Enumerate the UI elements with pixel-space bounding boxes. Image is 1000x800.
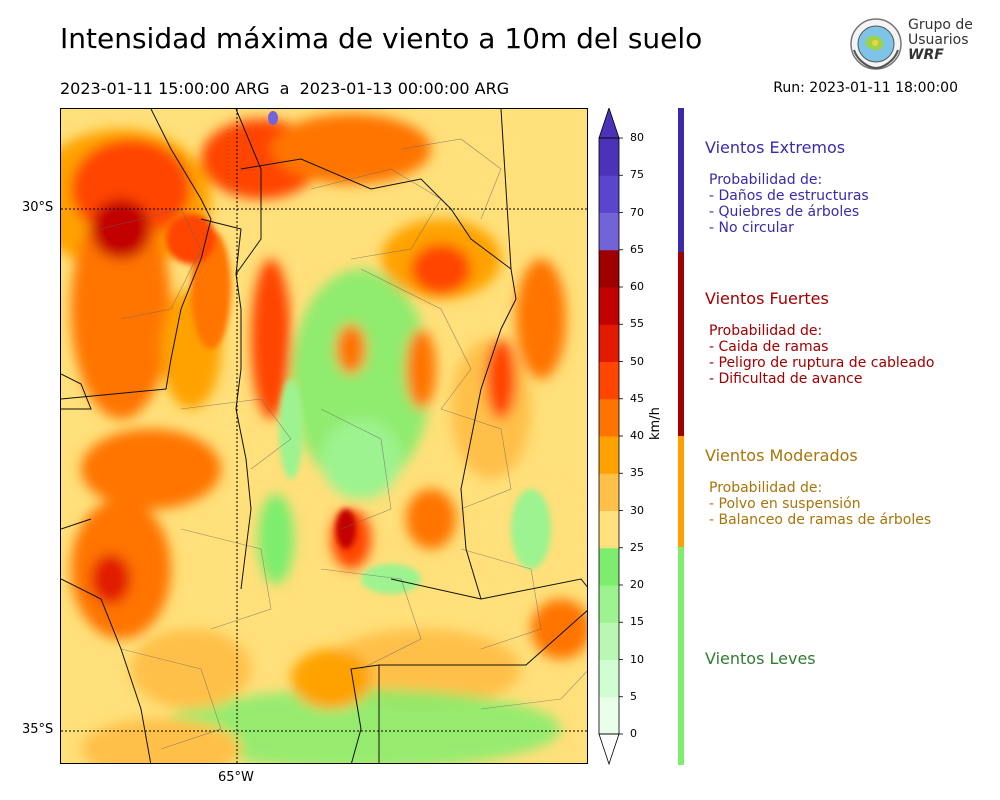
category-bar-extreme: [678, 108, 684, 252]
logo-line-3: WRF: [908, 47, 944, 63]
colorbar-tick-label: 70: [630, 205, 644, 219]
colorbar-segment: [599, 324, 619, 362]
wind-contours: [61, 114, 587, 763]
colorbar-tick-label: 10: [630, 652, 644, 666]
wind-colorbar: [598, 108, 623, 766]
latitude-label-35s: 35°S: [22, 722, 54, 737]
category-bar-moderate: [678, 436, 684, 547]
category-title-strong: Vientos Fuertes: [705, 289, 829, 308]
map-title: Intensidad máxima de viento a 10m del su…: [60, 22, 703, 55]
colorbar-tick-label: 55: [630, 317, 644, 331]
colorbar-segment: [599, 287, 619, 325]
run-time: Run: 2023-01-11 18:00:00: [773, 80, 958, 96]
colorbar-segment: [599, 361, 619, 400]
longitude-label-65w: 65°W: [218, 770, 254, 785]
colorbar-segment: [599, 398, 619, 437]
colorbar-segment: [599, 249, 619, 288]
category-desc-strong: Probabilidad de: - Caida de ramas - Peli…: [709, 323, 935, 387]
wind-field-layer: [61, 109, 587, 763]
colorbar-segment: [599, 436, 619, 474]
globe-emblem-icon: [850, 18, 902, 70]
latitude-label-30s: 30°S: [22, 200, 54, 215]
colorbar-tick-label: 5: [630, 689, 637, 703]
colorbar-segment: [599, 696, 619, 735]
graticule: [61, 109, 587, 763]
colorbar-segment: [599, 659, 619, 698]
colorbar-tick-label: 30: [630, 503, 644, 517]
category-title-light: Vientos Leves: [705, 649, 816, 668]
colorbar-segment: [599, 138, 619, 176]
colorbar-tick-label: 50: [630, 354, 644, 368]
colorbar-tick-label: 0: [630, 727, 637, 740]
colorbar-tick-label: 35: [630, 466, 644, 480]
province-boundaries: [61, 109, 587, 763]
colorbar-segment: [599, 622, 619, 660]
category-bar-strong: [678, 252, 684, 436]
category-desc-extreme: Probabilidad de: - Daños de estructuras …: [709, 172, 869, 236]
colorbar-tick-label: 75: [630, 168, 644, 182]
category-title-extreme: Vientos Extremos: [705, 138, 846, 157]
colorbar-segment: [599, 212, 619, 251]
colorbar-min-arrow: [598, 733, 620, 766]
colorbar-segment: [599, 547, 619, 586]
colorbar-tick-label: 40: [630, 429, 644, 442]
extreme-wind-spot: [268, 111, 278, 125]
category-bar-light: [678, 547, 684, 765]
wrf-users-logo: Grupo de Usuarios WRF: [848, 16, 978, 76]
logo-line-1: Grupo de: [908, 17, 973, 33]
category-desc-moderate: Probabilidad de: - Polvo en suspensión -…: [709, 480, 932, 528]
colorbar-segment: [599, 510, 619, 549]
colorbar-tick-label: 45: [630, 391, 644, 405]
category-title-moderate: Vientos Moderados: [705, 446, 858, 465]
colorbar-tick-label: 60: [630, 280, 644, 293]
colorbar-tick-label: 20: [630, 578, 644, 591]
colorbar-tick-label: 25: [630, 540, 644, 554]
colorbar-segment: [599, 473, 619, 511]
colorbar-max-arrow: [598, 108, 620, 139]
colorbar-tick-label: 65: [630, 242, 644, 256]
colorbar-segment: [599, 585, 619, 623]
colorbar-segment: [599, 175, 619, 213]
colorbar-tick-label: 80: [630, 131, 644, 144]
wind-map: [60, 108, 588, 764]
colorbar-tick-label: 15: [630, 615, 644, 629]
logo-line-2: Usuarios: [908, 32, 969, 48]
forecast-period: 2023-01-11 15:00:00 ARG a 2023-01-13 00:…: [60, 79, 510, 98]
colorbar-units: km/h: [648, 407, 663, 440]
